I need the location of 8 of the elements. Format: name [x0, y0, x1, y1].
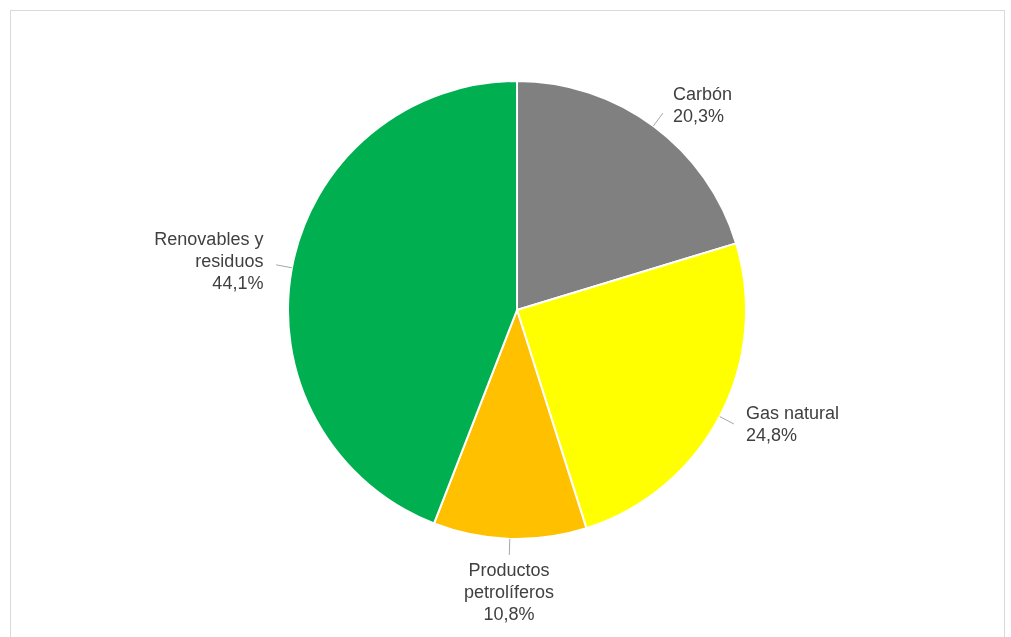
data-label: 44,1% [212, 272, 264, 293]
slice-label: Carbón [672, 83, 733, 104]
slice-label: Productos petrolíferos [464, 559, 555, 602]
slice-label: Gas natural [745, 403, 840, 424]
data-label: 10,8% [483, 603, 535, 624]
data-label: 24,8% [745, 425, 798, 446]
slice-label: Renovables y residuos [154, 228, 264, 271]
data-label: 20,3% [672, 105, 725, 126]
